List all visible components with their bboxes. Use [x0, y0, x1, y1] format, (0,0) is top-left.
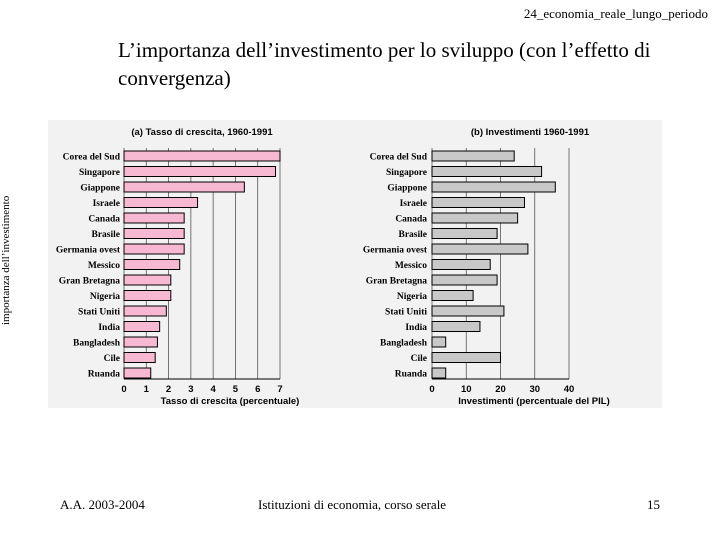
chart1-tick-label: 2	[166, 384, 171, 395]
chart1-bar	[123, 243, 185, 255]
chart2-category-label: Ruanda	[395, 370, 427, 380]
chart1-tick-label: 1	[144, 384, 150, 395]
slide-title: L’importanza dell’investimento per lo sv…	[118, 38, 651, 90]
chart2-bar	[431, 150, 515, 162]
chart2-title: (b) Investimenti 1960-1991	[471, 127, 590, 138]
chart1-bar	[123, 290, 172, 301]
chart2-bar	[431, 367, 447, 379]
chart2-category-label: India	[405, 323, 427, 333]
chart1-category-label: India	[98, 323, 120, 333]
chart2-bar	[431, 290, 474, 301]
chart1-bar	[123, 166, 277, 177]
chart2-category-label: Nigeria	[397, 292, 427, 302]
chart2-category-label: Israele	[400, 199, 427, 209]
chart2-bar	[431, 305, 505, 317]
chart1-bar	[123, 259, 181, 270]
chart2-category-label: Brasile	[399, 230, 428, 240]
chart1-category-label: Israele	[93, 199, 120, 209]
chart1-category-label: Brasile	[92, 230, 121, 240]
chart1-category-label: Ruanda	[88, 370, 120, 380]
chart1-category-label: Stati Uniti	[78, 308, 120, 318]
header-tag: 24_economia_reale_lungo_periodo	[523, 6, 708, 21]
footer-page-number: 15	[647, 497, 660, 512]
chart1-bar	[123, 150, 281, 162]
chart1-tick-label: 4	[210, 384, 216, 395]
chart2-category-label: Corea del Sud	[370, 153, 428, 163]
chart1-tick-label: 7	[277, 384, 282, 395]
chart1-tick-label: 6	[255, 384, 260, 395]
chart2-tick-label: 40	[564, 384, 575, 395]
chart1-x-label: Tasso di crescita (percentuale)	[161, 396, 300, 407]
chart2-x-label: Investimenti (percentuale del PIL)	[458, 396, 610, 407]
chart2-bar	[431, 336, 447, 348]
chart-svg: (a) Tasso di crescita, 1960-1991 Corea de…	[56, 127, 610, 407]
chart1-category-label: Nigeria	[90, 292, 120, 302]
chart2-bar	[431, 228, 498, 239]
chart1-title: (a) Tasso di crescita, 1960-1991	[131, 127, 273, 138]
chart1-bar	[123, 305, 167, 317]
chart2-tick-label: 20	[495, 384, 506, 395]
chart1-category-label: Giappone	[80, 184, 120, 194]
footer-course-name: Istituzioni di economia, corso serale	[258, 497, 447, 512]
chart2-category-label: Gran Bretagna	[366, 277, 428, 287]
chart2-tick-label: 30	[529, 384, 540, 395]
chart2-bar	[431, 259, 491, 270]
chart2-category-label: Stati Uniti	[385, 308, 427, 318]
chart1-bar	[123, 197, 199, 208]
chart1-bar	[123, 274, 172, 286]
chart1-tick-label: 3	[188, 384, 193, 395]
chart1-category-label: Singapore	[79, 168, 120, 178]
chart2-bar	[431, 212, 519, 224]
chart1-category-label: Germania ovest	[56, 246, 121, 256]
chart2-bar	[431, 274, 498, 286]
chart2-category-label: Giappone	[387, 184, 427, 194]
chart1-bar	[123, 367, 152, 379]
chart2-bar	[431, 166, 543, 177]
chart2-bar	[431, 243, 529, 255]
chart1-category-label: Cile	[104, 354, 120, 364]
chart2-bar	[431, 321, 481, 332]
chart1-bar	[123, 321, 161, 332]
chart2-bar	[431, 181, 556, 193]
chart1-category-label: Gran Bretagna	[59, 277, 121, 287]
chart2-category-label: Messico	[395, 261, 427, 271]
chart1-tick-label: 0	[121, 384, 126, 395]
chart1-bar	[123, 181, 245, 193]
chart2-category-label: Cile	[411, 354, 427, 364]
chart1-bar	[123, 336, 158, 348]
chart1-category-label: Canada	[88, 215, 120, 225]
chart2-bar	[431, 197, 525, 208]
side-label: importanza dell’investimento	[0, 195, 12, 325]
chart2-tick-label: 10	[461, 384, 472, 395]
chart2-bar	[431, 352, 501, 363]
chart1-category-label: Corea del Sud	[63, 153, 121, 163]
chart2-category-label: Germania ovest	[363, 246, 428, 256]
chart2-category-label: Singapore	[386, 168, 427, 178]
chart2-category-label: Bangladesh	[380, 339, 428, 349]
chart1-category-label: Bangladesh	[73, 339, 121, 349]
footer-course-year: A.A. 2003-2004	[60, 497, 145, 512]
chart1-bar	[123, 352, 156, 363]
chart2-category-label: Canada	[395, 215, 427, 225]
chart1-bar	[123, 212, 185, 224]
chart1-tick-label: 5	[233, 384, 239, 395]
chart2-tick-label: 0	[429, 384, 434, 395]
chart1-category-label: Messico	[88, 261, 120, 271]
chart1-bar	[123, 228, 185, 239]
chart-figure: (a) Tasso di crescita, 1960-1991 Corea de…	[48, 120, 662, 408]
